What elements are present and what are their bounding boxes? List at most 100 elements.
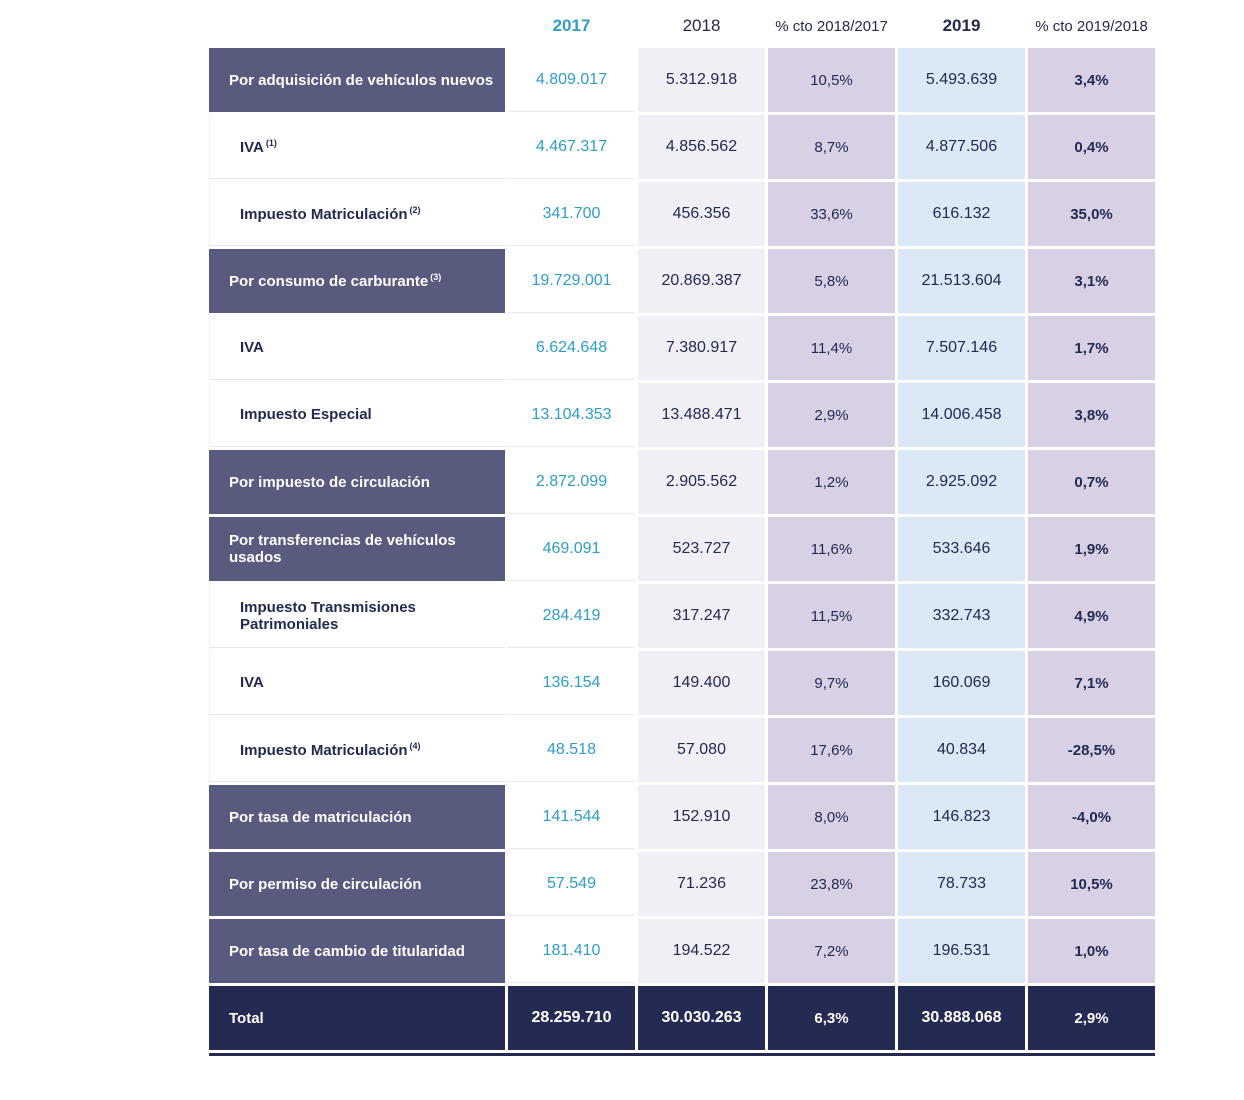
table-row: IVA (1) 4.467.317 4.856.562 8,7% 4.877.50…: [209, 115, 1155, 179]
row-label-cell: Por tasa de matriculación: [209, 785, 505, 849]
row-label-sup: (4): [409, 740, 421, 751]
cell-2017: 341.700: [508, 182, 635, 246]
cell-2018: 20.869.387: [638, 249, 765, 313]
row-label: Por tasa de matriculación: [229, 808, 412, 826]
cell-cto-2019-2018: 1,0%: [1028, 919, 1155, 983]
row-label-cell: Por adquisición de vehículos nuevos: [209, 48, 505, 112]
row-label: Por adquisición de vehículos nuevos: [229, 71, 494, 89]
cell-2017: 469.091: [508, 517, 635, 581]
cell-cto-2019-2018: 3,1%: [1028, 249, 1155, 313]
cell-2018: 456.356: [638, 182, 765, 246]
cell-2018: 5.312.918: [638, 48, 765, 112]
cell-2019: 616.132: [898, 182, 1025, 246]
cell-cto-2018-2017: 33,6%: [768, 182, 895, 246]
cell-2017: 6.624.648: [508, 316, 635, 380]
cell-2018: 57.080: [638, 718, 765, 782]
cell-cto-2019-2018: 3,4%: [1028, 48, 1155, 112]
cell-2017: 28.259.710: [508, 986, 635, 1050]
cell-cto-2018-2017: 2,9%: [768, 383, 895, 447]
cell-cto-2019-2018: 10,5%: [1028, 852, 1155, 916]
cell-2019: 332.743: [898, 584, 1025, 648]
cell-cto-2019-2018: 0,7%: [1028, 450, 1155, 514]
cell-cto-2019-2018: -4,0%: [1028, 785, 1155, 849]
row-label: Impuesto Transmisiones Patrimoniales: [240, 598, 416, 633]
empty-corner-cell: [209, 7, 505, 45]
row-label-cell: Por consumo de carburante (3): [209, 249, 505, 313]
table-row: Por tasa de cambio de titularidad 181.41…: [209, 919, 1155, 983]
tax-table-container: 2017 2018 % cto 2018/2017 2019 % cto 201…: [206, 4, 1158, 1056]
cell-cto-2019-2018: 1,7%: [1028, 316, 1155, 380]
cell-2019: 5.493.639: [898, 48, 1025, 112]
row-label: Total: [229, 1009, 264, 1027]
cell-cto-2018-2017: 11,4%: [768, 316, 895, 380]
cell-cto-2019-2018: 2,9%: [1028, 986, 1155, 1050]
row-label-cell: Impuesto Especial: [209, 383, 505, 447]
cell-2019: 14.006.458: [898, 383, 1025, 447]
row-label-cell: IVA (1): [209, 115, 505, 179]
row-label: Por impuesto de circulación: [229, 473, 430, 491]
row-label-cell: Por impuesto de circulación: [209, 450, 505, 514]
cell-2019: 7.507.146: [898, 316, 1025, 380]
column-header-2017: 2017: [508, 7, 635, 45]
row-label-sup: (2): [409, 204, 421, 215]
cell-2017: 4.809.017: [508, 48, 635, 112]
cell-cto-2019-2018: 35,0%: [1028, 182, 1155, 246]
cell-2018: 71.236: [638, 852, 765, 916]
row-label-cell: Impuesto Matriculación (4): [209, 718, 505, 782]
row-label: Por permiso de circulación: [229, 875, 422, 893]
row-label: Por consumo de carburante: [229, 273, 429, 290]
cell-cto-2018-2017: 9,7%: [768, 651, 895, 715]
row-label: IVA: [240, 339, 264, 356]
cell-cto-2019-2018: -28,5%: [1028, 718, 1155, 782]
cell-cto-2018-2017: 10,5%: [768, 48, 895, 112]
cell-cto-2018-2017: 8,7%: [768, 115, 895, 179]
column-header-2018: 2018: [638, 7, 765, 45]
row-label: Impuesto Matriculación: [240, 205, 408, 223]
cell-2017: 141.544: [508, 785, 635, 849]
cell-2017: 136.154: [508, 651, 635, 715]
table-row: Por adquisición de vehículos nuevos 4.80…: [209, 48, 1155, 112]
row-label: IVA: [240, 138, 264, 156]
table-row: Por consumo de carburante (3) 19.729.001 …: [209, 249, 1155, 313]
cell-2018: 149.400: [638, 651, 765, 715]
cell-2019: 78.733: [898, 852, 1025, 916]
cell-2017: 181.410: [508, 919, 635, 983]
row-label-cell: IVA: [209, 651, 505, 715]
cell-2018: 194.522: [638, 919, 765, 983]
column-header-2019: 2019: [898, 7, 1025, 45]
cell-2019: 160.069: [898, 651, 1025, 715]
cell-2017: 284.419: [508, 584, 635, 648]
row-label-cell: Por tasa de cambio de titularidad: [209, 919, 505, 983]
table-row: Impuesto Especial 13.104.353 13.488.471 …: [209, 383, 1155, 447]
row-label-sup: (3): [430, 272, 442, 282]
cell-2018: 2.905.562: [638, 450, 765, 514]
cell-cto-2019-2018: 1,9%: [1028, 517, 1155, 581]
row-label: IVA: [240, 674, 264, 691]
cell-cto-2019-2018: 3,8%: [1028, 383, 1155, 447]
table-row: Impuesto Matriculación (2) 341.700 456.35…: [209, 182, 1155, 246]
cell-cto-2018-2017: 5,8%: [768, 249, 895, 313]
table-row: Por permiso de circulación 57.549 71.236…: [209, 852, 1155, 916]
table-row: IVA 6.624.648 7.380.917 11,4% 7.507.146 …: [209, 316, 1155, 380]
table-row: Por impuesto de circulación 2.872.099 2.…: [209, 450, 1155, 514]
table-body: Por adquisición de vehículos nuevos 4.80…: [209, 48, 1155, 1050]
table-bottom-rule: [209, 1053, 1155, 1056]
cell-2018: 152.910: [638, 785, 765, 849]
cell-2018: 4.856.562: [638, 115, 765, 179]
cell-2017: 13.104.353: [508, 383, 635, 447]
cell-2018: 523.727: [638, 517, 765, 581]
cell-cto-2019-2018: 4,9%: [1028, 584, 1155, 648]
cell-cto-2019-2018: 0,4%: [1028, 115, 1155, 179]
cell-2019: 21.513.604: [898, 249, 1025, 313]
cell-2019: 40.834: [898, 718, 1025, 782]
cell-2019: 196.531: [898, 919, 1025, 983]
cell-2017: 2.872.099: [508, 450, 635, 514]
row-label-cell: Impuesto Transmisiones Patrimoniales: [209, 584, 505, 648]
cell-2019: 30.888.068: [898, 986, 1025, 1050]
cell-2019: 146.823: [898, 785, 1025, 849]
cell-2017: 19.729.001: [508, 249, 635, 313]
total-row: Total 28.259.710 30.030.263 6,3% 30.888.…: [209, 986, 1155, 1050]
row-label-cell: Total: [209, 986, 505, 1050]
cell-2017: 4.467.317: [508, 115, 635, 179]
cell-cto-2018-2017: 11,5%: [768, 584, 895, 648]
